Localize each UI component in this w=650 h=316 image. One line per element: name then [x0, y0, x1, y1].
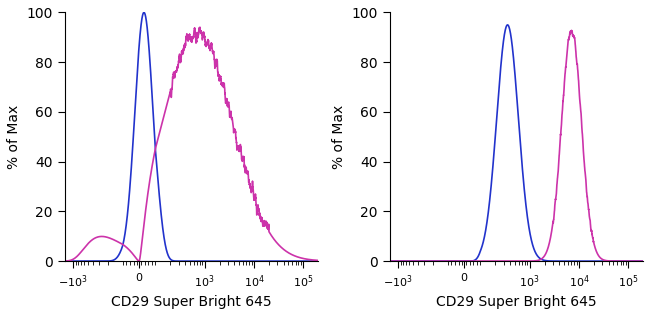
Y-axis label: % of Max: % of Max [7, 105, 21, 169]
X-axis label: CD29 Super Bright 645: CD29 Super Bright 645 [436, 295, 597, 309]
Y-axis label: % of Max: % of Max [332, 105, 346, 169]
X-axis label: CD29 Super Bright 645: CD29 Super Bright 645 [111, 295, 272, 309]
